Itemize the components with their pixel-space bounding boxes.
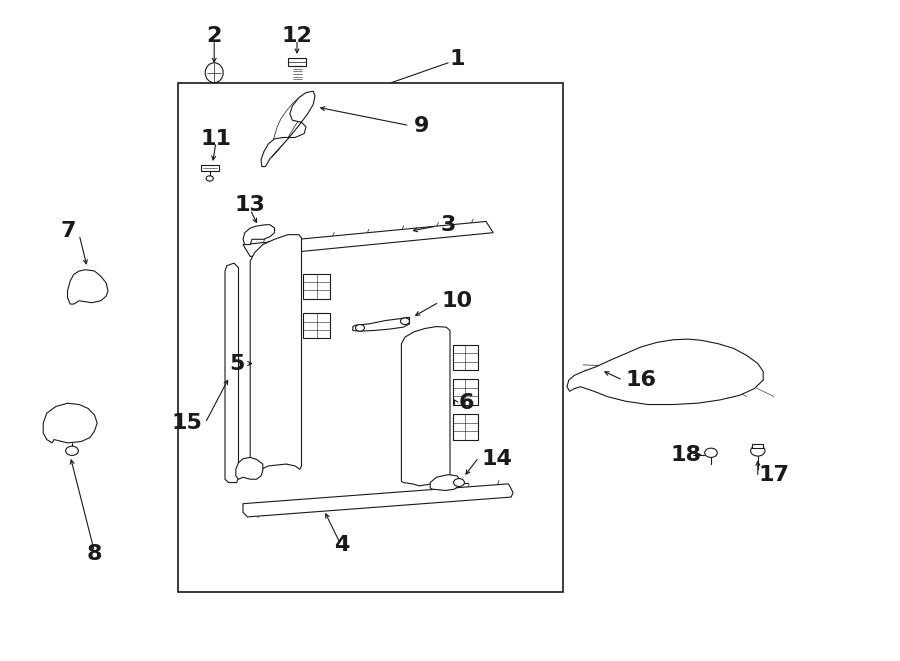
Text: 18: 18 <box>670 445 701 465</box>
Polygon shape <box>250 235 302 469</box>
Text: 3: 3 <box>441 215 456 235</box>
Text: 10: 10 <box>441 291 472 311</box>
Polygon shape <box>225 263 238 483</box>
Polygon shape <box>303 313 330 338</box>
Polygon shape <box>567 339 763 405</box>
Text: 9: 9 <box>414 116 429 136</box>
Polygon shape <box>401 327 450 486</box>
Polygon shape <box>303 274 330 299</box>
Polygon shape <box>261 91 315 167</box>
Polygon shape <box>43 403 97 443</box>
Polygon shape <box>430 475 461 490</box>
Text: 4: 4 <box>334 535 350 555</box>
Polygon shape <box>288 58 306 66</box>
Circle shape <box>751 446 765 456</box>
Polygon shape <box>243 221 493 256</box>
Polygon shape <box>68 270 108 304</box>
Polygon shape <box>201 165 219 171</box>
Polygon shape <box>453 345 478 370</box>
Polygon shape <box>453 414 478 440</box>
Text: 16: 16 <box>626 370 656 390</box>
Text: 11: 11 <box>201 129 231 149</box>
Polygon shape <box>453 379 478 405</box>
Text: 8: 8 <box>86 544 103 564</box>
Polygon shape <box>353 317 410 331</box>
Text: 7: 7 <box>61 221 76 241</box>
Text: 17: 17 <box>759 465 789 485</box>
Circle shape <box>66 446 78 455</box>
Polygon shape <box>243 484 513 517</box>
Polygon shape <box>236 457 263 479</box>
Text: 14: 14 <box>482 449 512 469</box>
Ellipse shape <box>205 63 223 83</box>
Circle shape <box>400 318 410 325</box>
Text: 2: 2 <box>206 26 222 46</box>
Text: 15: 15 <box>172 413 202 433</box>
Bar <box>178 83 562 592</box>
Text: 12: 12 <box>282 26 312 46</box>
Polygon shape <box>752 444 763 448</box>
Text: 5: 5 <box>230 354 245 373</box>
Circle shape <box>705 448 717 457</box>
Text: 13: 13 <box>235 195 266 215</box>
Circle shape <box>356 325 364 331</box>
Circle shape <box>206 176 213 181</box>
Text: 1: 1 <box>450 50 465 69</box>
Text: 6: 6 <box>459 393 474 413</box>
Polygon shape <box>243 225 274 245</box>
Circle shape <box>454 479 464 486</box>
